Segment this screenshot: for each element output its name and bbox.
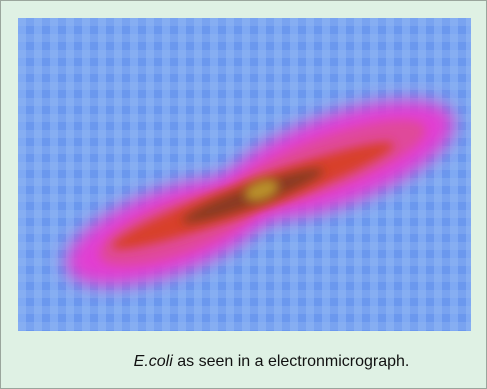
micrograph <box>18 18 471 331</box>
caption-text: as seen in a electronmicrograph. <box>177 353 409 370</box>
caption: E.coli as seen in a electronmicrograph. <box>18 353 487 371</box>
caption-species: E.coli <box>134 353 173 370</box>
figure: E.coli as seen in a electronmicrograph. <box>0 0 487 389</box>
